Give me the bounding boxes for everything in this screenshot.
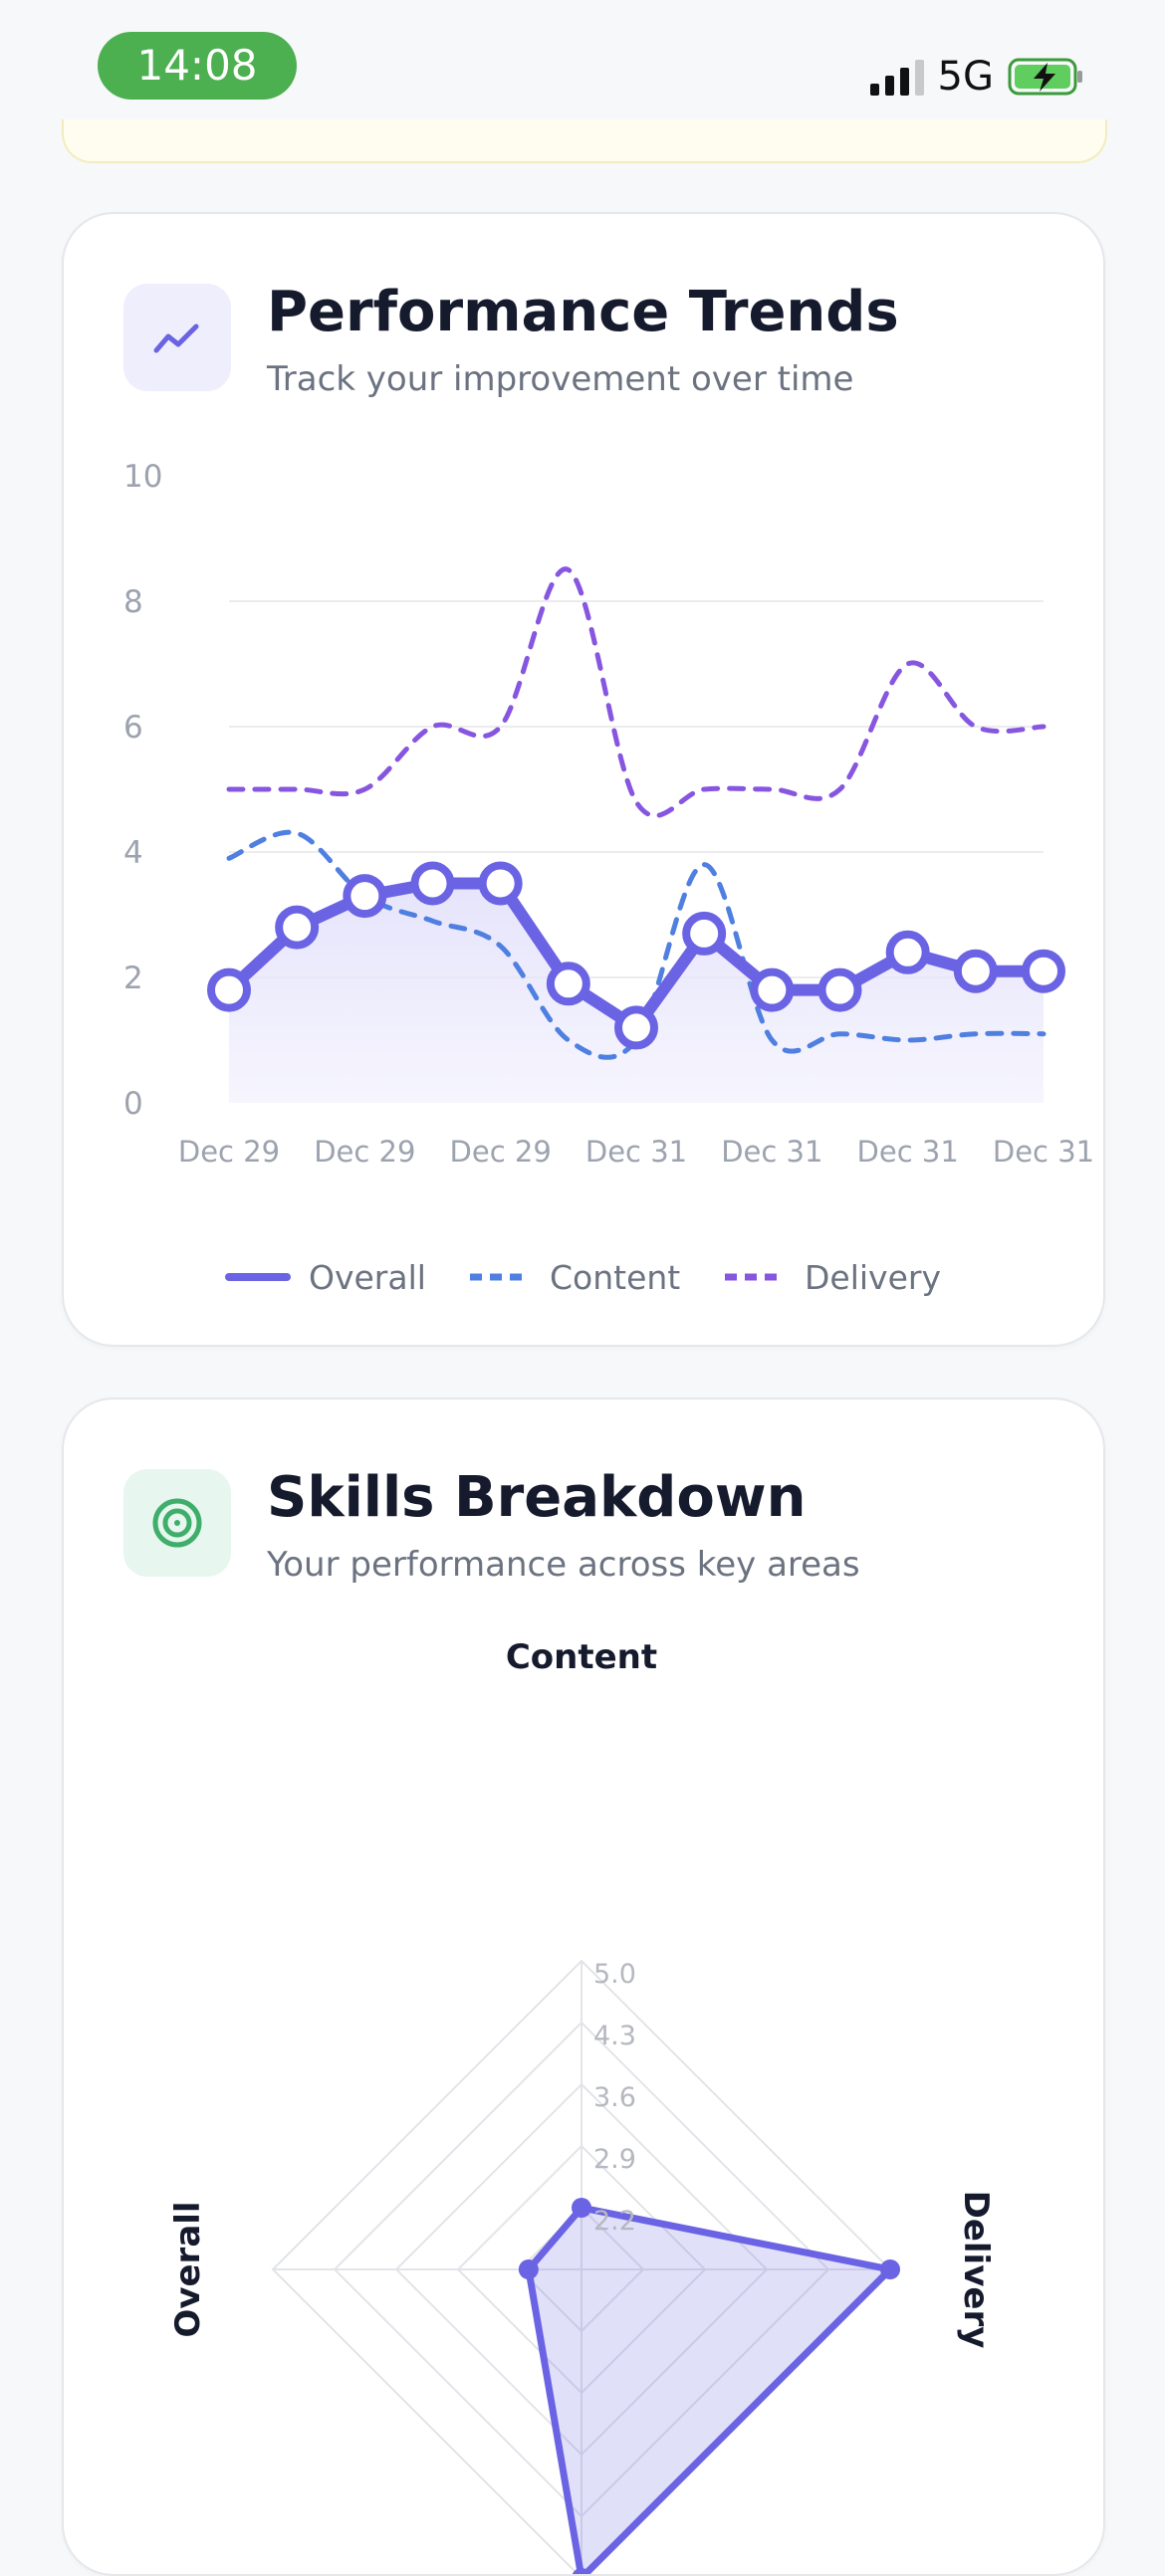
y-tick-label: 10 bbox=[123, 459, 162, 495]
y-tick-label: 8 bbox=[123, 584, 143, 620]
radar-grid-ring bbox=[271, 1959, 892, 2574]
x-tick-label: Dec 29 bbox=[314, 1135, 415, 1169]
radar-data-point[interactable] bbox=[518, 2259, 539, 2279]
performance-trends-card: Performance Trends Track your improvemen… bbox=[62, 212, 1105, 1347]
overall-data-point[interactable] bbox=[410, 861, 455, 906]
overall-data-point[interactable] bbox=[682, 911, 727, 956]
legend-label: Delivery bbox=[805, 1258, 941, 1297]
status-bar: 14:08 5G bbox=[0, 0, 1165, 129]
skills-breakdown-card: Skills Breakdown Your performance across… bbox=[62, 1397, 1105, 2576]
y-tick-label: 2 bbox=[123, 961, 143, 996]
delivery-series-line bbox=[226, 566, 1047, 819]
performance-title: Performance Trends bbox=[267, 280, 899, 344]
radar-tick-label: 4.3 bbox=[593, 2021, 636, 2051]
overall-data-point[interactable] bbox=[478, 861, 523, 906]
x-tick-label: Dec 31 bbox=[721, 1135, 822, 1169]
overall-data-point[interactable] bbox=[885, 930, 930, 974]
radar-tick-label: 3.6 bbox=[593, 2082, 636, 2113]
legend-label: Content bbox=[550, 1258, 680, 1297]
battery-charging-icon bbox=[1008, 58, 1082, 96]
overall-area bbox=[229, 883, 1044, 1103]
y-tick-label: 0 bbox=[123, 1086, 143, 1122]
radar-axis-label-overall: Overall bbox=[168, 2201, 208, 2337]
status-indicators: 5G bbox=[869, 52, 1085, 102]
radar-axis-label-delivery: Delivery bbox=[956, 2191, 996, 2349]
legend-item-overall[interactable]: Overall bbox=[225, 1258, 426, 1297]
x-tick-label: Dec 31 bbox=[993, 1135, 1094, 1169]
legend-item-content[interactable]: Content bbox=[470, 1258, 680, 1297]
skills-radar-chart: 2.2 2.9 3.6 4.3 5.0 Content Delivery Overall bbox=[168, 1637, 996, 2574]
radar-axis-label-content: Content bbox=[506, 1637, 657, 1677]
radar-series-area bbox=[525, 2204, 894, 2574]
overall-data-point[interactable] bbox=[1022, 949, 1065, 993]
performance-line-chart: 0 2 4 6 8 10 Dec 29 Dec 29 Dec 29 Dec 31 Dec 31 Dec… bbox=[123, 459, 1094, 1297]
overall-data-point[interactable] bbox=[275, 905, 320, 950]
x-tick-label: Dec 29 bbox=[178, 1135, 280, 1169]
x-tick-label: Dec 29 bbox=[450, 1135, 552, 1169]
skills-title: Skills Breakdown bbox=[267, 1465, 807, 1530]
overall-data-point[interactable] bbox=[614, 1005, 658, 1050]
status-time: 14:08 bbox=[98, 32, 297, 100]
skills-subtitle: Your performance across key areas bbox=[267, 1545, 860, 1585]
overall-data-point[interactable] bbox=[343, 874, 387, 919]
target-icon bbox=[123, 1469, 231, 1577]
performance-subtitle: Track your improvement over time bbox=[267, 359, 854, 399]
radar-tick-label: 5.0 bbox=[593, 1959, 636, 1990]
y-tick-label: 4 bbox=[123, 835, 143, 871]
signal-icon bbox=[869, 58, 924, 96]
radar-tick-label: 2.2 bbox=[593, 2206, 636, 2237]
x-tick-label: Dec 31 bbox=[857, 1135, 959, 1169]
banner-strip bbox=[62, 119, 1107, 163]
radar-data-point[interactable] bbox=[880, 2259, 900, 2279]
overall-data-point[interactable] bbox=[546, 962, 590, 1006]
radar-data-point[interactable] bbox=[572, 2198, 591, 2218]
legend-label: Overall bbox=[309, 1258, 426, 1297]
overall-data-point[interactable] bbox=[207, 967, 251, 1012]
trend-line-icon bbox=[123, 284, 231, 391]
overall-data-point[interactable] bbox=[817, 967, 862, 1012]
overall-data-point[interactable] bbox=[953, 949, 998, 993]
network-label: 5G bbox=[937, 54, 994, 100]
overall-data-point[interactable] bbox=[750, 967, 795, 1012]
radar-tick-label: 2.9 bbox=[593, 2144, 636, 2175]
y-tick-label: 6 bbox=[123, 710, 143, 746]
x-tick-label: Dec 31 bbox=[585, 1135, 687, 1169]
legend-item-delivery[interactable]: Delivery bbox=[725, 1258, 941, 1297]
